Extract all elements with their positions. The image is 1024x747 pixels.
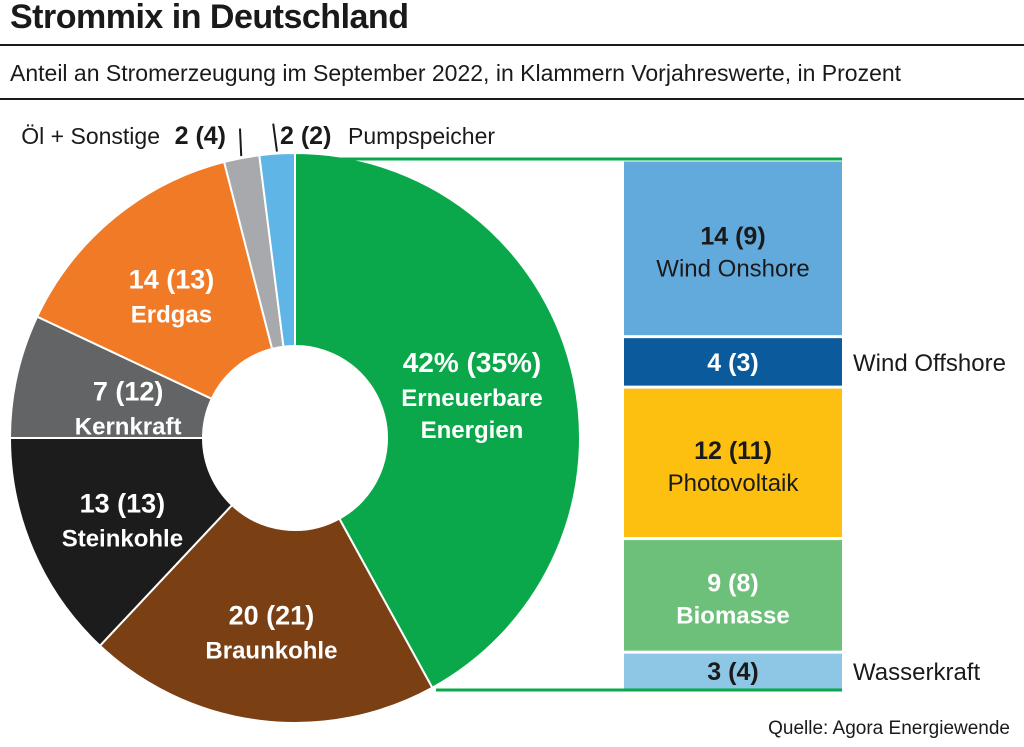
bar-label-wind-onshore: Wind Onshore xyxy=(656,255,809,282)
slice-value-pumpspeicher: 2 (2) xyxy=(280,122,331,150)
slice-steinkohle xyxy=(8,437,234,648)
slice-value-braunkohle: 20 (21) xyxy=(229,601,315,631)
slice-value-erneuerbare-energien: 42% (35%) xyxy=(403,347,542,378)
bar-segment-wind-onshore xyxy=(624,161,842,336)
slice-label-erneuerbare-energien-2: Energien xyxy=(421,417,524,444)
slice-label-pumpspeicher: Pumpspeicher xyxy=(348,123,495,149)
chart-subtitle: Anteil an Stromerzeugung im September 20… xyxy=(10,60,902,86)
bar-segment-wind-offshore xyxy=(624,338,842,386)
slice-braunkohle xyxy=(98,503,434,724)
bar-segment-wasserkraft xyxy=(624,653,842,689)
bar-segment-photovoltaik xyxy=(624,388,842,538)
bar-label-photovoltaik: Photovoltaik xyxy=(668,470,800,497)
leader-line-oel-sonstige xyxy=(238,128,243,157)
bar-label-wind-offshore: Wind Offshore xyxy=(853,350,1006,377)
slice-label-braunkohle: Braunkohle xyxy=(205,638,337,665)
slice-erdgas xyxy=(35,160,274,401)
slice-label-steinkohle: Steinkohle xyxy=(62,526,183,553)
slice-value-kernkraft: 7 (12) xyxy=(93,377,164,407)
slice-value-erdgas: 14 (13) xyxy=(129,265,215,295)
bar-value-biomasse: 9 (8) xyxy=(707,569,758,597)
bar-value-photovoltaik: 12 (11) xyxy=(694,437,772,465)
slice-erneuerbare-energien xyxy=(294,151,581,690)
slice-label-erneuerbare-energien-1: Erneuerbare xyxy=(401,385,542,412)
subtitle-divider xyxy=(0,98,1024,100)
bar-label-wasserkraft: Wasserkraft xyxy=(853,659,980,686)
leader-line-pumpspeicher xyxy=(272,123,278,152)
source-note: Quelle: Agora Energiewende xyxy=(768,718,1010,739)
slice-label-kernkraft: Kernkraft xyxy=(75,414,182,441)
bar-value-wasserkraft: 3 (4) xyxy=(707,658,758,686)
title-divider xyxy=(0,44,1024,46)
slice-value-steinkohle: 13 (13) xyxy=(80,489,166,519)
slice-label-oel-sonstige: Öl + Sonstige xyxy=(21,123,160,149)
bar-value-wind-offshore: 4 (3) xyxy=(707,349,758,377)
slice-value-oel-sonstige: 2 (4) xyxy=(175,122,226,150)
slice-pumpspeicher xyxy=(258,151,296,348)
chart-title: Strommix in Deutschland xyxy=(10,0,409,36)
bar-label-biomasse: Biomasse xyxy=(676,602,789,629)
slice-label-erdgas: Erdgas xyxy=(131,302,212,329)
bar-value-wind-onshore: 14 (9) xyxy=(700,222,765,250)
bar-segment-biomasse xyxy=(624,540,842,651)
